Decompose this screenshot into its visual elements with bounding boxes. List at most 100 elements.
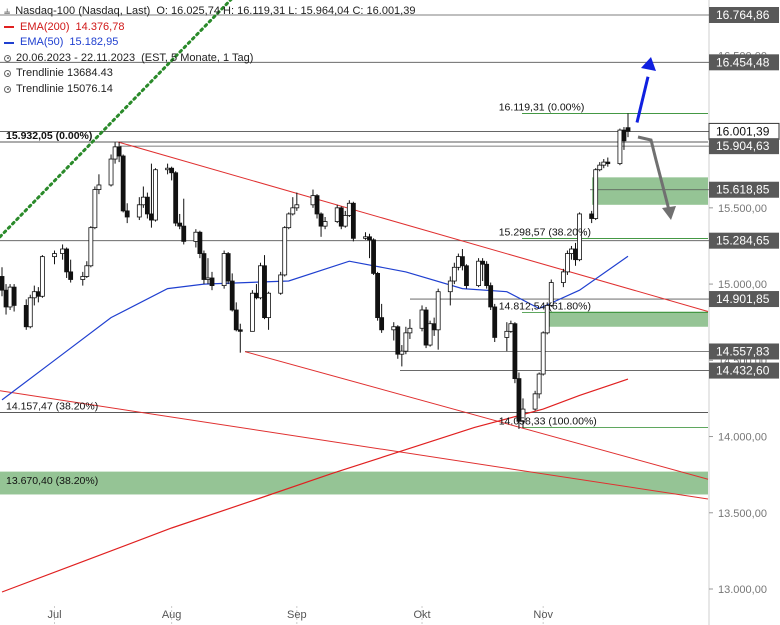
candle-down — [229, 280, 235, 311]
candle-up — [136, 204, 142, 218]
candle-down — [233, 309, 239, 331]
candle-up — [536, 373, 542, 395]
candle-down — [625, 127, 631, 132]
candle-up — [153, 169, 158, 221]
candle-down — [338, 207, 344, 227]
candlestick-icon: ⫨ — [4, 5, 11, 17]
y-tick-label: 15.500,00 — [718, 203, 767, 215]
candle-up — [593, 169, 599, 219]
candle-up — [322, 221, 328, 227]
candle-down — [516, 378, 522, 422]
candle-down — [262, 265, 267, 319]
trendline-long — [0, 390, 709, 500]
candle-down — [3, 289, 9, 308]
legend-trendline-2[interactable]: Trendlinie 15076.14 — [4, 82, 415, 98]
price-badge-label: 15.904,63 — [716, 139, 770, 153]
candle-up — [601, 161, 607, 166]
candle-up — [363, 236, 368, 239]
price-badge-label: 14.432,60 — [716, 364, 770, 378]
candle-down — [423, 309, 429, 346]
candle-down — [460, 256, 465, 267]
candle-up — [221, 253, 227, 286]
trendline-upper — [117, 141, 709, 312]
candle-down — [484, 263, 490, 286]
trendline-icon — [4, 85, 11, 93]
candle-up — [282, 227, 288, 276]
candle-down — [116, 146, 122, 157]
candle-down — [68, 271, 74, 280]
legend-instrument-row: ⫨ Nasdaq-100 (Nasdaq, Last) O: 16.025,74… — [4, 4, 415, 20]
candle-up — [455, 256, 461, 268]
candle-up — [92, 189, 98, 229]
candle-down — [254, 292, 259, 299]
candle-up — [617, 129, 623, 165]
calendar-icon — [4, 54, 11, 62]
candle-down — [23, 305, 29, 328]
candle-up — [419, 309, 425, 329]
candle-up — [27, 297, 33, 328]
legend-period-row: 20.06.2023 - 22.11.2023 (EST, 5 Monate, … — [4, 51, 415, 67]
candle-down — [314, 195, 320, 215]
candle-up — [342, 215, 348, 227]
price-badge — [709, 362, 779, 379]
x-tick-label: Aug — [162, 609, 182, 621]
candle-up — [508, 323, 514, 332]
arrow-down-head — [662, 206, 676, 220]
candle-up — [310, 195, 316, 206]
ema200-line — [1, 378, 629, 593]
trendline-1-label: Trendlinie 13684.43 — [16, 67, 113, 79]
price-badge-label: 14.557,83 — [716, 344, 770, 358]
candle-up — [577, 213, 582, 261]
ema200-swatch — [4, 26, 14, 29]
price-badge — [709, 181, 779, 198]
candle-down — [173, 172, 179, 224]
candle-up — [427, 323, 433, 346]
price-badge — [709, 7, 779, 23]
candle-down — [149, 213, 154, 221]
legend-ema50-row[interactable]: EMA(50) 15.182,95 — [4, 35, 415, 51]
candle-down — [350, 202, 356, 239]
candle-up — [249, 292, 255, 332]
candle-down — [225, 253, 231, 282]
candle-up — [112, 146, 118, 160]
candle-down — [169, 167, 175, 174]
candle-up — [597, 164, 603, 171]
candle-up — [544, 305, 550, 334]
candle-up — [476, 260, 481, 286]
candle-down — [0, 276, 5, 291]
candle-down — [318, 213, 324, 227]
candle-down — [120, 155, 126, 212]
candle-up — [435, 291, 441, 331]
candle-up — [399, 350, 405, 355]
ema50-line — [1, 255, 629, 401]
candle-down — [605, 161, 611, 165]
trendline-lower — [244, 351, 709, 480]
candle-up — [290, 207, 296, 215]
fib-label: 16.119,31 (0.00%) — [499, 101, 585, 113]
candle-down — [375, 273, 381, 319]
candle-up — [7, 286, 13, 308]
price-badge — [709, 54, 779, 71]
candle-up — [504, 330, 510, 338]
candle-down — [237, 329, 243, 332]
dotted-uptrend-line — [0, 0, 233, 239]
candle-down — [589, 213, 595, 219]
candle-up — [108, 158, 114, 186]
support-zone — [546, 311, 708, 327]
legend-ema200-row[interactable]: EMA(200) 14.376,78 — [4, 20, 415, 36]
arrow-up-shaft — [635, 76, 650, 123]
legend-trendline-1[interactable]: Trendlinie 13684.43 — [4, 66, 415, 82]
trendline-2-label: Trendlinie 15076.14 — [16, 82, 113, 95]
candle-up — [278, 274, 284, 294]
candle-up — [39, 256, 45, 297]
fib-label: 14.157,47 (38.20%) — [6, 401, 98, 413]
fib-label: 15.298,57 (38.20%) — [499, 227, 591, 239]
candle-up — [540, 332, 546, 375]
fib-label: 14.058,33 (100.00%) — [499, 416, 597, 428]
candle-up — [548, 282, 554, 306]
candle-up — [447, 280, 453, 293]
price-badge — [709, 343, 779, 360]
candle-up — [391, 326, 397, 331]
ema200-label: EMA(200) — [20, 20, 70, 33]
